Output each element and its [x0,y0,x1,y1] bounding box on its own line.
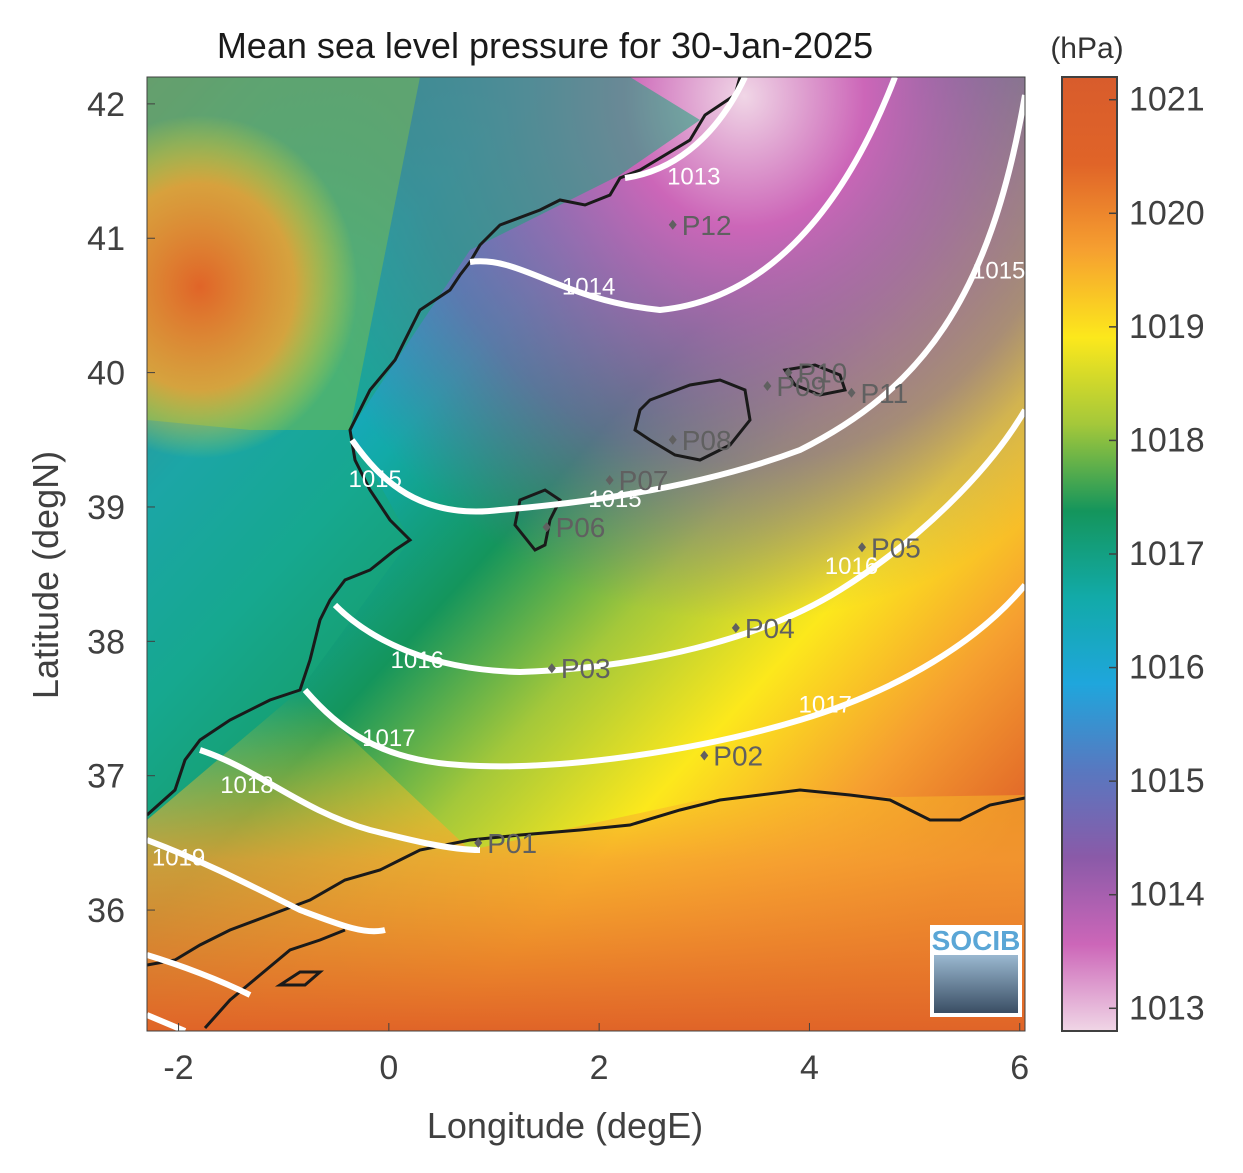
isobar-1013 [624,77,748,181]
colorbar-tick-label: 1013 [1129,989,1205,1027]
coastline-iberia [147,77,742,817]
colorbar-tick-label: 1017 [1129,535,1205,573]
station-marker [547,663,556,674]
isobar-label: 1017 [799,692,852,719]
island-menorca [782,363,847,397]
logo-wave-panel [934,955,1018,1013]
y-tick-label: 38 [87,623,125,661]
colorbar-tick-label: 1021 [1129,81,1205,119]
station-label: P06 [556,512,606,543]
logo-text: SOCIB [932,925,1021,956]
station-label: P10 [797,358,847,389]
y-tick-label: 36 [87,892,125,930]
coastline-islet [274,970,325,987]
isobar-1020 [147,952,252,998]
isobar-1017 [302,583,1025,770]
island-ibiza [513,488,562,552]
x-tick-label: 4 [800,1049,819,1087]
station-marker [605,475,614,486]
x-tick-label: 6 [1010,1049,1029,1087]
station-marker [784,367,793,378]
isobars [147,77,1025,1031]
colorbar [1061,76,1118,1032]
colorbar-tick-label: 1020 [1129,194,1205,232]
station-label: P08 [682,425,732,456]
isobar-label: 1016 [825,553,878,580]
colorbar-ticks: 1013 1014 1015 1016 1017 1018 1019 1020 1021 [1109,81,1205,1027]
isobar-1014 [469,77,898,314]
y-axis-ticks: 36 37 38 39 40 41 42 [87,86,155,930]
colorbar-tick-label: 1018 [1129,421,1205,459]
station-label: P05 [871,532,921,563]
station-label: P12 [682,210,732,241]
y-tick-label: 37 [87,758,125,796]
station-marker [668,219,677,230]
coastline-north-africa [147,788,1025,967]
isobar-label: 1018 [220,772,273,799]
isobar-1015 [349,94,1025,515]
axes-frame [146,76,1026,1032]
chart-title: Mean sea level pressure for 30-Jan-2025 [217,25,873,66]
colorbar-tick-label: 1014 [1129,876,1205,914]
isobar-1018 [199,747,481,853]
station-marker [474,837,483,848]
station-marker [542,522,551,533]
station-label: P04 [745,613,795,644]
station-label: P02 [713,741,763,772]
station-marker [700,750,709,761]
isobar-label: 1013 [667,163,720,190]
station-marker [763,381,772,392]
isobar-label: 1019 [152,845,205,872]
station-label: P07 [619,465,669,496]
isobar-label: 1015 [972,258,1025,285]
land-north-africa [147,690,1025,1031]
island-mallorca [633,378,752,462]
isobar-1019 [147,837,386,935]
isobar-label: 1014 [562,274,615,301]
colorbar-tick-label: 1019 [1129,308,1205,346]
isobar-label: 1015 [588,486,641,513]
coastline-morocco [203,928,346,1029]
x-axis-ticks: -2 0 2 4 6 [163,1023,1029,1087]
x-tick-label: 2 [590,1049,609,1087]
station-label: P11 [861,378,909,409]
colorbar-tick-label: 1015 [1129,762,1205,800]
colorbar-tick-label: 1016 [1129,649,1205,687]
socib-logo: SOCIB [930,925,1022,1017]
y-tick-label: 41 [87,220,125,258]
isobar-1016 [332,408,1025,676]
colorbar-unit-label: (hPa) [1050,32,1123,65]
station-marker [668,434,677,445]
station-marker [731,622,740,633]
coastlines [147,77,1025,1029]
station-marker [858,542,867,553]
x-tick-label: -2 [163,1049,193,1087]
x-tick-label: 0 [379,1049,398,1087]
map-plot-area: 1013 1014 1015 1015 1015 1016 1016 1017 1017 1018… [147,77,1025,1031]
station-label: P09 [776,371,826,402]
y-axis-label: Latitude (degN) [25,451,66,699]
isobar-label: 1015 [348,466,401,493]
station-label: P03 [561,653,611,684]
station-label: P01 [487,828,537,859]
station-marker [847,387,856,398]
y-tick-label: 39 [87,489,125,527]
isobar-label: 1016 [391,647,444,674]
y-tick-label: 42 [87,86,125,124]
y-tick-label: 40 [87,355,125,393]
x-axis-label: Longitude (degE) [427,1105,703,1146]
isobar-label: 1017 [362,725,415,752]
isobar-labels: 1013 1014 1015 1015 1015 1016 1016 1017 1017 1018… [152,163,1025,872]
